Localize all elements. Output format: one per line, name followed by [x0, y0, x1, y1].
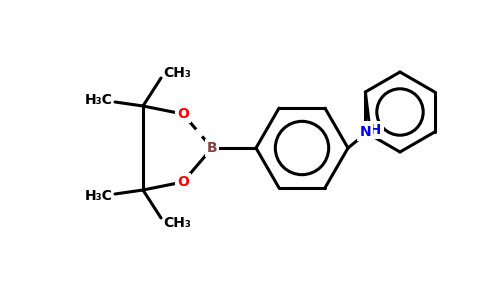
Text: O: O: [177, 175, 189, 189]
Text: O: O: [177, 107, 189, 121]
Text: NH: NH: [358, 123, 381, 137]
Text: B: B: [207, 141, 217, 155]
Text: CH₃: CH₃: [163, 66, 191, 80]
Text: N: N: [360, 125, 371, 139]
Text: H₃C: H₃C: [85, 93, 113, 107]
Text: H₃C: H₃C: [85, 189, 113, 203]
Text: CH₃: CH₃: [163, 216, 191, 230]
